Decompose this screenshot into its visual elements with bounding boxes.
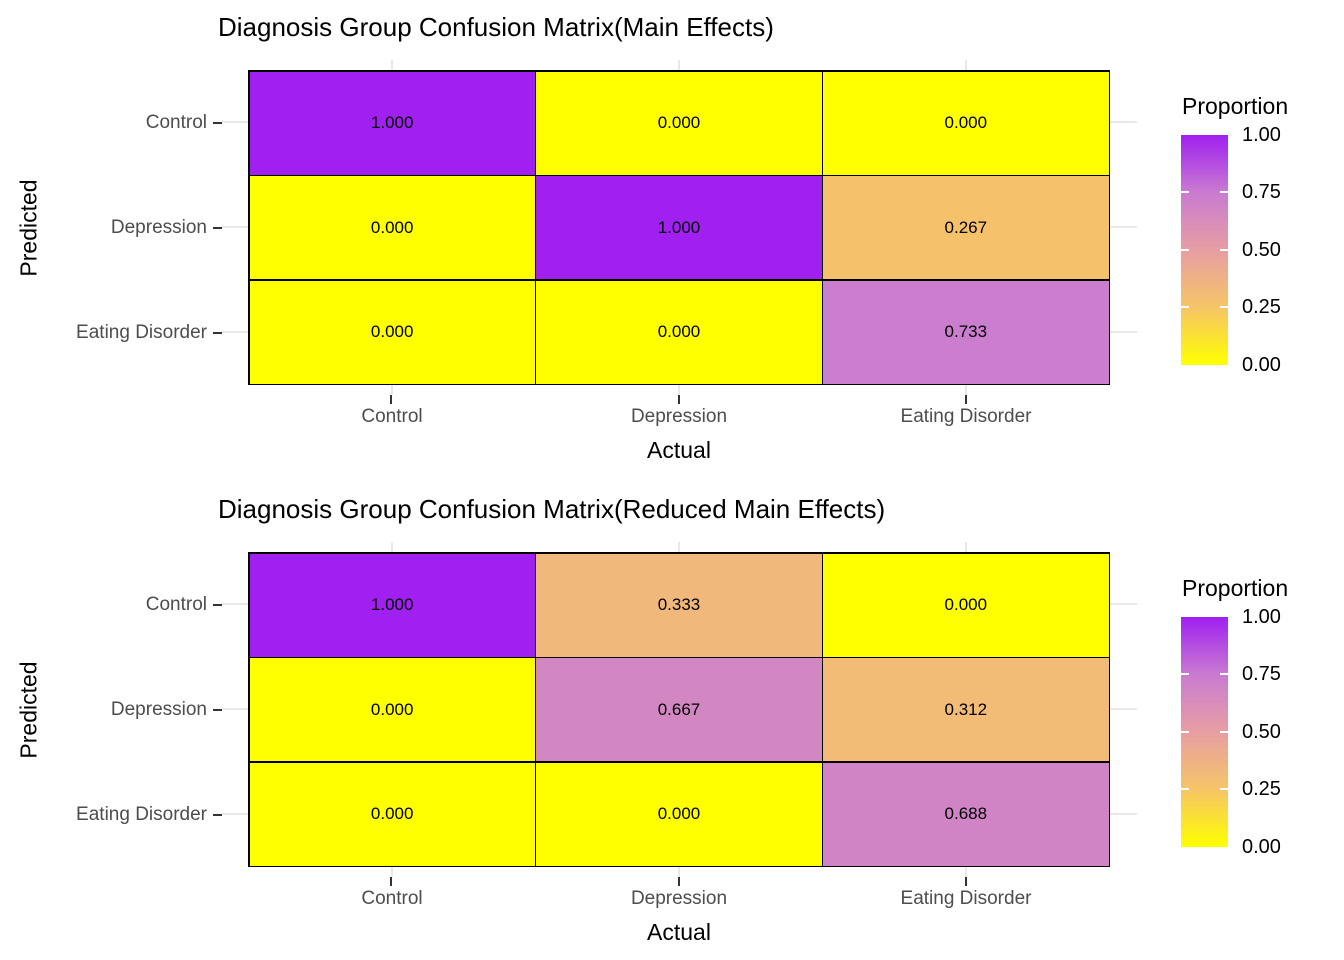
x-tick-label: Control bbox=[361, 888, 423, 909]
cell-value: 0.333 bbox=[657, 595, 701, 614]
matrix-cell: 0.733 bbox=[823, 280, 1109, 384]
matrix-cell: 0.000 bbox=[249, 658, 535, 761]
y-tick-label: Eating Disorder bbox=[76, 322, 207, 343]
x-axis-title: Actual bbox=[647, 437, 711, 463]
matrix-cell: 0.000 bbox=[536, 280, 822, 384]
legend-tick-mark bbox=[1181, 731, 1189, 733]
matrix-cell: 0.688 bbox=[823, 762, 1109, 866]
legend-tick-mark bbox=[1181, 673, 1189, 675]
legend-tick-label: 1.00 bbox=[1242, 606, 1281, 628]
x-tick-mark bbox=[965, 395, 967, 404]
matrix-cell: 1.000 bbox=[249, 553, 535, 657]
cell-value: 0.000 bbox=[657, 322, 701, 341]
x-tick-label: Eating Disorder bbox=[900, 406, 1032, 427]
legend-tick-mark bbox=[1220, 306, 1228, 308]
legend-tick-label: 0.25 bbox=[1242, 778, 1281, 800]
y-tick-label: Depression bbox=[110, 217, 207, 238]
y-tick-mark bbox=[213, 814, 222, 816]
y-tick-mark bbox=[213, 332, 222, 334]
matrix-cell: 0.000 bbox=[249, 762, 535, 866]
cell-value: 0.000 bbox=[370, 699, 414, 719]
legend-gradient-bar bbox=[1181, 617, 1228, 847]
y-tick-label: Control bbox=[145, 112, 207, 133]
cell-value: 0.733 bbox=[944, 322, 988, 341]
cell-value: 1.000 bbox=[657, 217, 701, 237]
legend-tick-mark bbox=[1181, 788, 1189, 790]
legend-tick-label: 1.00 bbox=[1242, 124, 1281, 146]
matrix-cell: 0.000 bbox=[249, 176, 535, 279]
y-tick-mark bbox=[213, 709, 222, 711]
figure-main-effects: Diagnosis Group Confusion Matrix(Main Ef… bbox=[0, 0, 1344, 470]
cell-value: 0.000 bbox=[370, 322, 414, 341]
matrix-cell: 0.000 bbox=[536, 71, 822, 175]
legend-tick-label: 0.00 bbox=[1242, 354, 1281, 376]
y-tick-label: Control bbox=[145, 594, 207, 615]
x-tick-mark bbox=[678, 395, 680, 404]
y-tick-label: Depression bbox=[110, 699, 207, 720]
cell-value: 0.000 bbox=[370, 804, 414, 823]
legend-tick-label: 0.50 bbox=[1242, 239, 1281, 261]
matrix-cell: 0.267 bbox=[823, 176, 1109, 279]
x-tick-label: Depression bbox=[630, 406, 728, 427]
figure-reduced-main-effects: Diagnosis Group Confusion Matrix(Reduced… bbox=[0, 482, 1344, 952]
legend-tick-label: 0.25 bbox=[1242, 296, 1281, 318]
y-tick-label: Eating Disorder bbox=[76, 804, 207, 825]
legend-tick-label: 0.00 bbox=[1242, 836, 1281, 858]
legend-title: Proportion bbox=[1182, 93, 1289, 119]
matrix-cell: 0.312 bbox=[823, 658, 1109, 761]
x-tick-label: Eating Disorder bbox=[900, 888, 1032, 909]
legend-tick-mark bbox=[1181, 306, 1189, 308]
legend-tick-mark bbox=[1220, 788, 1228, 790]
cell-value: 0.667 bbox=[657, 699, 701, 719]
x-axis-title: Actual bbox=[647, 919, 711, 945]
matrix-cell: 0.667 bbox=[536, 658, 822, 761]
heatmap-grid: 1.000 0.000 0.000 0.000 1.000 0.267 0.00… bbox=[248, 70, 1110, 385]
cell-value: 0.000 bbox=[657, 804, 701, 823]
cell-value: 1.000 bbox=[370, 595, 414, 614]
plot-title: Diagnosis Group Confusion Matrix(Main Ef… bbox=[218, 12, 774, 42]
cell-value: 0.000 bbox=[944, 113, 988, 132]
cell-value: 0.000 bbox=[370, 217, 414, 237]
legend-tick-mark bbox=[1181, 191, 1189, 193]
cell-value: 1.000 bbox=[370, 113, 414, 132]
plot-title: Diagnosis Group Confusion Matrix(Reduced… bbox=[218, 494, 886, 524]
cell-value: 0.688 bbox=[944, 804, 988, 823]
y-tick-mark bbox=[213, 122, 222, 124]
matrix-cell: 1.000 bbox=[249, 71, 535, 175]
matrix-cell: 0.000 bbox=[536, 762, 822, 866]
x-tick-mark bbox=[965, 877, 967, 886]
matrix-cell: 0.000 bbox=[823, 71, 1109, 175]
legend-tick-mark bbox=[1220, 191, 1228, 193]
cell-value: 0.312 bbox=[944, 699, 988, 719]
legend-tick-mark bbox=[1220, 731, 1228, 733]
x-tick-mark bbox=[390, 395, 392, 404]
y-tick-mark bbox=[213, 227, 222, 229]
cell-value: 0.267 bbox=[944, 217, 988, 237]
legend-tick-label: 0.75 bbox=[1242, 663, 1281, 685]
legend-tick-label: 0.75 bbox=[1242, 181, 1281, 203]
cell-value: 0.000 bbox=[657, 113, 701, 132]
matrix-cell: 0.000 bbox=[823, 553, 1109, 657]
legend-gradient-bar bbox=[1181, 135, 1228, 365]
x-tick-label: Depression bbox=[630, 888, 728, 909]
matrix-cell: 0.000 bbox=[249, 280, 535, 384]
cell-value: 0.000 bbox=[944, 595, 988, 614]
heatmap-grid: 1.000 0.333 0.000 0.000 0.667 0.312 0.00… bbox=[248, 552, 1110, 867]
x-tick-mark bbox=[390, 877, 392, 886]
matrix-cell: 1.000 bbox=[536, 176, 822, 279]
legend-tick-label: 0.50 bbox=[1242, 721, 1281, 743]
x-tick-mark bbox=[678, 877, 680, 886]
legend-tick-mark bbox=[1181, 249, 1189, 251]
matrix-cell: 0.333 bbox=[536, 553, 822, 657]
legend-tick-mark bbox=[1220, 249, 1228, 251]
x-tick-label: Control bbox=[361, 406, 423, 427]
legend-title: Proportion bbox=[1182, 575, 1289, 601]
legend-tick-mark bbox=[1220, 673, 1228, 675]
y-tick-mark bbox=[213, 604, 222, 606]
